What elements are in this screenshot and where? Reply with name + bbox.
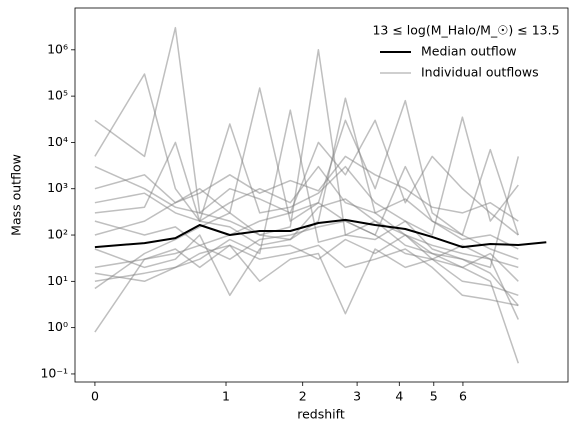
y-tick-label: 10³ (47, 180, 68, 195)
individual-outflow-line (94, 116, 519, 236)
y-axis-label: Mass outflow (9, 154, 24, 236)
individual-outflow-line (94, 87, 520, 236)
individual-outflow-line (94, 119, 519, 236)
individual-outflow-line (94, 244, 519, 333)
x-tick-label: 2 (299, 389, 307, 404)
x-tick-label: 5 (430, 389, 438, 404)
x-tick-label: 0 (91, 389, 99, 404)
individual-outflow-line (94, 155, 519, 222)
median-outflow-line (94, 218, 547, 249)
y-tick-label: 10⁴ (47, 134, 68, 149)
individual-outflow-line (94, 109, 520, 364)
y-tick-label: 10⁵ (47, 88, 68, 103)
x-tick-label: 6 (459, 389, 467, 404)
x-tick-label: 1 (222, 389, 230, 404)
y-tick-label: 10⁰ (47, 319, 68, 334)
x-tick-label: 4 (395, 389, 403, 404)
y-tick-label: 10² (47, 227, 68, 242)
y-tick-label: 10⁻¹ (40, 365, 68, 380)
individual-outflow-line (94, 198, 519, 290)
y-tick-label: 10¹ (47, 273, 68, 288)
individual-outflow-line (94, 165, 519, 260)
individual-outflow-line (94, 26, 520, 269)
plot-area (94, 26, 547, 364)
individual-outflow-line (94, 234, 519, 297)
y-tick-label: 10⁶ (47, 41, 68, 56)
legend-label: Median outflow (421, 44, 517, 59)
individual-outflow-line (94, 244, 519, 307)
x-tick-label: 3 (353, 389, 361, 404)
plot-frame (74, 7, 569, 383)
legend-label: Individual outflows (421, 65, 539, 80)
legend-title: 13 ≤ log(M_Halo/M_☉) ≤ 13.5 (372, 23, 559, 38)
x-axis-label: redshift (297, 407, 345, 422)
